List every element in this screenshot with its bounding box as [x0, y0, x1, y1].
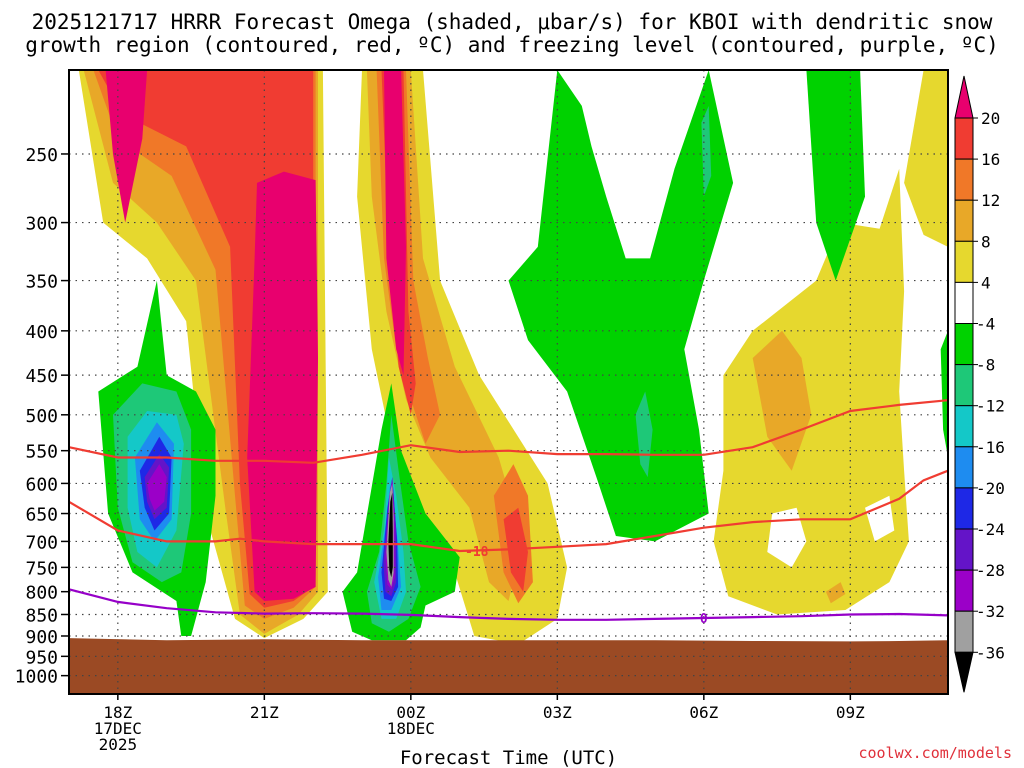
colorbar-label: 16 [981, 150, 1000, 169]
y-tick-label: 350 [25, 272, 58, 293]
grid [69, 70, 948, 694]
colorbar-label: -20 [976, 479, 1005, 498]
y-tick-label: 850 [25, 605, 58, 626]
colorbar-label: 20 [981, 109, 1000, 128]
omega-region [388, 492, 393, 578]
omega-region [713, 168, 909, 615]
chart-title-line-2: growth region (contoured, red, ºC) and f… [25, 33, 999, 57]
y-tick-label: 750 [25, 558, 58, 579]
ground-terrain [69, 638, 948, 694]
colorbar-label: -32 [976, 602, 1005, 621]
y-tick-label: 400 [25, 322, 58, 343]
contour-line [68, 588, 949, 621]
colorbar-swatch [954, 487, 974, 530]
x-tick-label: 03Z [543, 703, 572, 722]
omega-region [105, 70, 148, 223]
colorbar-label: -36 [976, 643, 1005, 662]
colorbar-swatch [954, 158, 974, 201]
y-tick-label: 950 [25, 647, 58, 668]
omega-region [904, 70, 948, 247]
plot-area [69, 70, 948, 694]
contour-line [68, 399, 949, 464]
omega-region [508, 70, 734, 542]
colorbar-swatch [954, 117, 974, 160]
contour-line [68, 469, 949, 553]
x-tick-label: 00Z [396, 703, 425, 722]
colorbar-label: -8 [976, 356, 995, 375]
x-axis-label: Forecast Time (UTC) [400, 747, 617, 768]
y-tick-label: 250 [25, 145, 58, 166]
y-tick-label: 600 [25, 474, 58, 495]
colorbar-swatch [954, 281, 974, 324]
x-tick-label: 06Z [689, 703, 718, 722]
colorbar-swatch [954, 610, 974, 653]
colorbar-label: -12 [976, 397, 1005, 416]
colorbar-label: 12 [981, 191, 1000, 210]
y-tick-label: 550 [25, 442, 58, 463]
y-tick-label: 450 [25, 366, 58, 387]
colorbar-label: -4 [976, 315, 995, 334]
omega-region [940, 330, 948, 458]
colorbar-swatch [954, 364, 974, 407]
colorbar-swatch [954, 446, 974, 489]
omega-region [865, 495, 895, 542]
omega-region [825, 582, 846, 604]
y-tick-label: 650 [25, 505, 58, 526]
contour-label: -18 [465, 545, 489, 560]
y-tick-label: 300 [25, 214, 58, 235]
colorbar-label: -28 [976, 561, 1005, 580]
y-tick-label: 500 [25, 406, 58, 427]
chart-title-line-1: 2025121717 HRRR Forecast Omega (shaded, … [31, 10, 993, 34]
axes: 2503003504004505005506006507007508008509… [15, 69, 949, 768]
colorbar-label: 4 [981, 273, 991, 292]
colorbar-label: 8 [981, 232, 991, 251]
colorbar-label: -16 [976, 438, 1005, 457]
omega-region [147, 464, 167, 511]
x-tick-label: 17DEC [94, 719, 142, 738]
colorbar-arrow-top [954, 75, 974, 119]
y-tick-label: 700 [25, 532, 58, 553]
x-tick-label: 21Z [250, 703, 279, 722]
credit-text: coolwx.com/models [858, 744, 1012, 762]
plot-frame [68, 69, 949, 695]
omega-region [752, 330, 812, 471]
colorbar-swatch [954, 240, 974, 283]
colorbar-swatch [954, 199, 974, 242]
omega-region [767, 507, 807, 568]
colorbar-label: -24 [976, 520, 1005, 539]
x-tick-label: 18Z [103, 703, 132, 722]
colorbar-swatch [954, 405, 974, 448]
omega-region [247, 171, 318, 601]
contours: -18 0 [68, 399, 949, 627]
x-tick-label: 09Z [836, 703, 865, 722]
y-tick-label: 800 [25, 583, 58, 604]
colorbar-arrow-bottom [954, 651, 974, 693]
colorbar-swatch [954, 569, 974, 612]
y-tick-label: 1000 [15, 667, 58, 688]
x-tick-label: 2025 [99, 735, 138, 754]
colorbar: 20 16 12 8 4 -4 -8 -12 -16 -20 -24 -28 -32 -36 [954, 75, 1005, 693]
colorbar-swatch [954, 323, 974, 366]
colorbar-swatch [954, 528, 974, 571]
x-tick-label: 18DEC [387, 719, 435, 738]
y-tick-label: 900 [25, 627, 58, 648]
contour-label: 0 [700, 612, 708, 627]
